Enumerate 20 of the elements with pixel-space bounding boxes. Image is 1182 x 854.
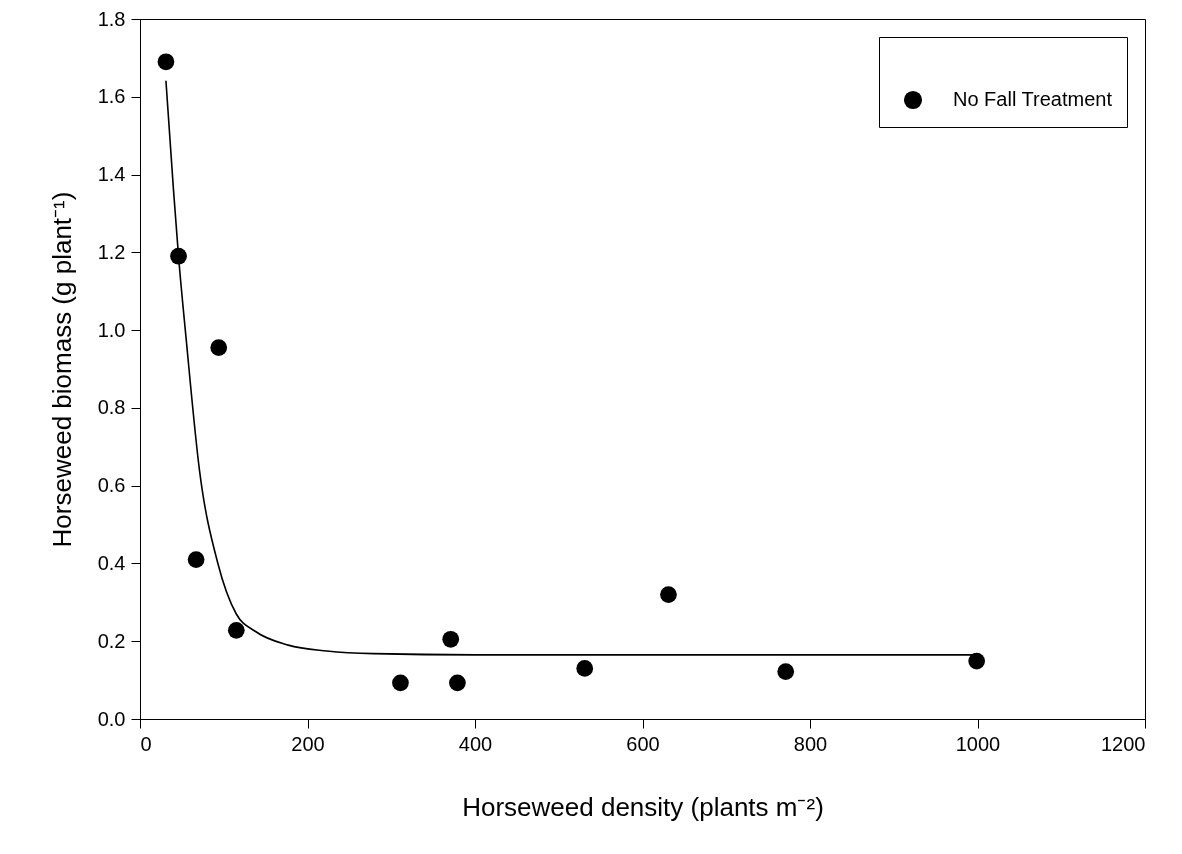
y-axis-title: Horseweed biomass (g plant⁻¹) <box>46 191 77 548</box>
legend-label: No Fall Treatment <box>953 88 1113 110</box>
x-tick-label: 1200 <box>1101 732 1146 755</box>
y-tick-label: 0.0 <box>97 707 126 730</box>
y-tick-label: 0.2 <box>97 629 126 652</box>
y-tick-label: 1.2 <box>97 240 126 263</box>
y-tick-label: 0.6 <box>97 474 126 497</box>
x-tick-label: 200 <box>291 732 325 755</box>
x-tick-label: 800 <box>793 732 828 755</box>
y-tick-label: 1.6 <box>97 85 126 108</box>
x-axis-title: Horseweed density (plants m⁻²) <box>462 791 824 822</box>
y-tick-label: 0.8 <box>97 396 126 419</box>
y-tick-label: 0.4 <box>97 551 126 574</box>
x-tick-label: 400 <box>458 732 493 755</box>
y-tick-label: 1.0 <box>97 318 126 341</box>
x-tick-label: 600 <box>626 732 660 755</box>
x-tick-label: 1000 <box>955 732 1001 755</box>
y-tick-label: 1.4 <box>97 163 126 186</box>
y-tick-label: 1.8 <box>97 7 126 30</box>
x-tick-label: 0 <box>140 732 152 755</box>
